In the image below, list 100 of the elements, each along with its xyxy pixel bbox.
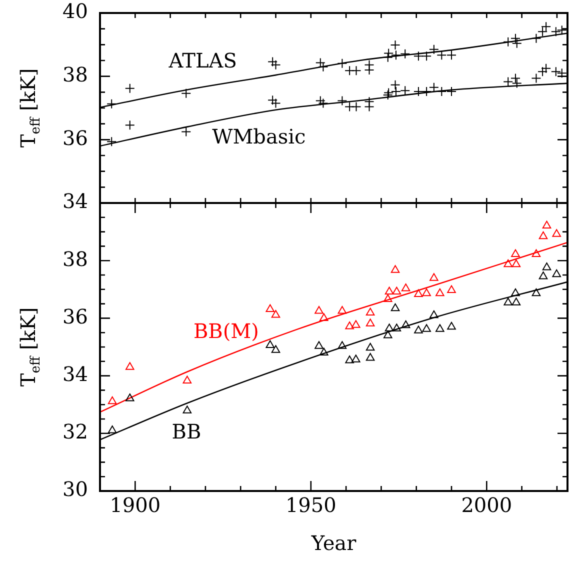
y-tick-label: 38 bbox=[62, 246, 88, 271]
point bbox=[392, 324, 402, 332]
point bbox=[271, 345, 280, 353]
point bbox=[390, 303, 400, 312]
point bbox=[422, 288, 431, 296]
series-label: BB(M) bbox=[193, 318, 259, 343]
point bbox=[511, 288, 520, 296]
point bbox=[436, 86, 447, 97]
point bbox=[352, 320, 360, 328]
point bbox=[541, 63, 552, 74]
point bbox=[338, 341, 347, 349]
series-label: BB bbox=[172, 420, 202, 444]
point bbox=[538, 66, 548, 77]
point bbox=[383, 294, 392, 302]
y-tick-label: 40 bbox=[62, 0, 88, 24]
point bbox=[384, 48, 394, 58]
point bbox=[390, 50, 401, 60]
point bbox=[181, 126, 192, 137]
point bbox=[345, 356, 354, 364]
point bbox=[315, 96, 326, 106]
point bbox=[401, 284, 410, 292]
point bbox=[504, 259, 512, 268]
point bbox=[503, 76, 514, 87]
point bbox=[318, 62, 328, 72]
point bbox=[541, 22, 552, 32]
y-tick-label: 30 bbox=[62, 477, 88, 502]
point bbox=[318, 98, 328, 108]
point bbox=[106, 98, 117, 109]
point bbox=[124, 83, 135, 94]
point bbox=[422, 51, 432, 62]
point bbox=[125, 362, 134, 370]
point bbox=[270, 98, 281, 108]
point bbox=[430, 310, 438, 318]
point bbox=[182, 376, 192, 384]
point bbox=[392, 286, 402, 294]
point bbox=[400, 86, 410, 96]
point bbox=[268, 56, 278, 67]
point bbox=[108, 426, 117, 434]
point bbox=[550, 26, 561, 37]
point bbox=[430, 273, 438, 281]
point bbox=[538, 271, 548, 280]
point bbox=[108, 396, 117, 404]
point bbox=[436, 324, 444, 332]
point bbox=[422, 86, 432, 97]
point bbox=[337, 58, 348, 68]
point bbox=[390, 265, 400, 273]
point bbox=[538, 231, 548, 240]
x-tick-label: 2000 bbox=[461, 493, 512, 518]
point bbox=[320, 313, 328, 321]
point bbox=[364, 102, 374, 112]
point bbox=[106, 136, 117, 147]
y-tick-label: 36 bbox=[62, 126, 88, 150]
point bbox=[390, 86, 401, 97]
point bbox=[512, 78, 522, 88]
point bbox=[384, 88, 394, 98]
point bbox=[352, 354, 360, 362]
point bbox=[512, 38, 522, 48]
x-tick-label: 1950 bbox=[285, 493, 336, 518]
point bbox=[366, 308, 375, 316]
x-axis-title: Year bbox=[310, 531, 357, 556]
y-tick-label: 32 bbox=[62, 420, 88, 444]
point bbox=[511, 249, 520, 258]
point bbox=[366, 352, 375, 361]
point bbox=[436, 50, 447, 60]
point bbox=[337, 96, 348, 106]
point bbox=[351, 66, 362, 76]
point bbox=[383, 330, 392, 338]
point bbox=[504, 298, 512, 306]
point bbox=[510, 73, 520, 84]
point bbox=[414, 289, 423, 298]
point bbox=[268, 95, 278, 106]
point bbox=[382, 90, 393, 100]
point bbox=[552, 269, 561, 278]
point bbox=[314, 341, 324, 349]
point bbox=[366, 342, 375, 351]
point bbox=[428, 44, 439, 54]
point bbox=[390, 80, 400, 90]
point bbox=[512, 259, 521, 268]
point bbox=[315, 58, 326, 68]
point bbox=[542, 262, 552, 270]
point bbox=[320, 348, 328, 356]
point bbox=[125, 394, 134, 402]
point bbox=[124, 120, 135, 130]
point bbox=[428, 82, 439, 92]
point bbox=[382, 52, 393, 62]
point bbox=[556, 68, 567, 78]
point bbox=[510, 33, 520, 44]
point bbox=[503, 36, 514, 47]
y-axis-title: Teff [kK] bbox=[16, 307, 44, 387]
point bbox=[364, 65, 374, 75]
series-label: WMbasic bbox=[212, 124, 306, 149]
line-series bbox=[100, 242, 568, 413]
point bbox=[422, 324, 431, 332]
point bbox=[400, 48, 410, 59]
point bbox=[552, 229, 561, 237]
y-tick-label: 34 bbox=[62, 189, 88, 214]
x-tick-label: 1900 bbox=[110, 493, 161, 518]
point bbox=[413, 51, 424, 62]
point bbox=[366, 318, 375, 326]
point bbox=[414, 326, 423, 334]
